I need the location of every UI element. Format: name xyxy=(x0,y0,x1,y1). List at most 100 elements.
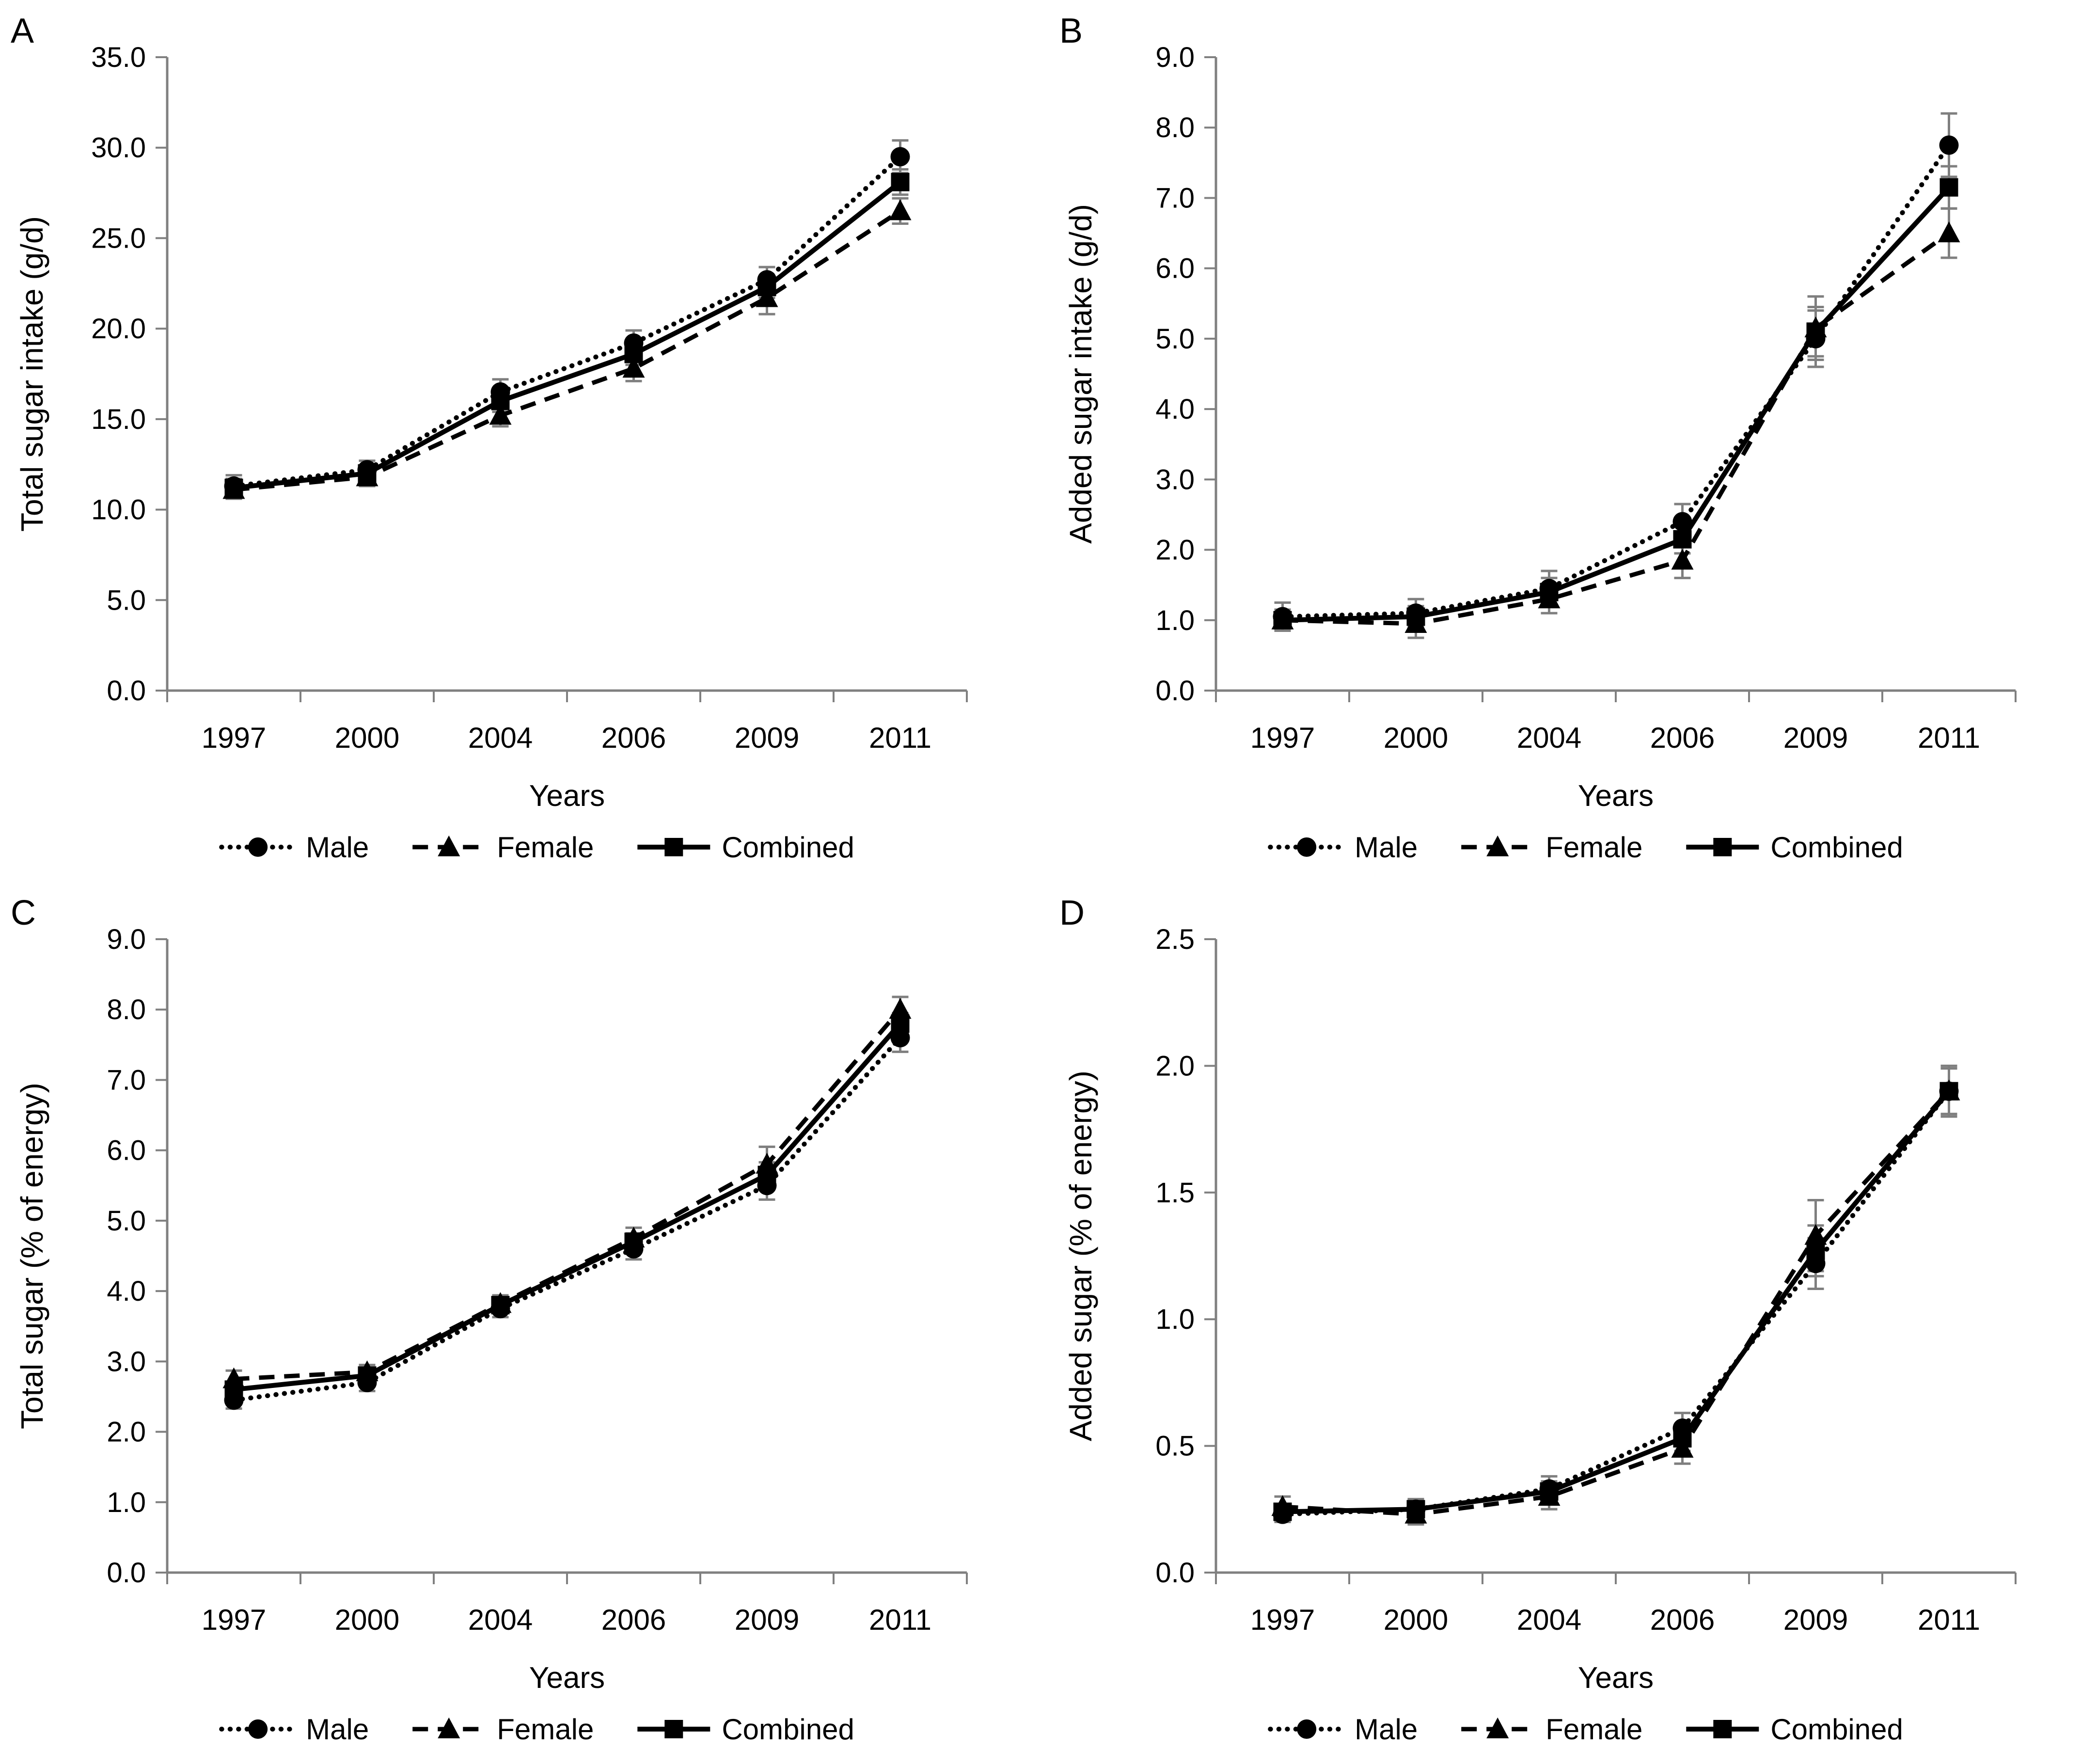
legend: Male Female Combined xyxy=(1268,831,1903,864)
y-tick-label: 2.0 xyxy=(107,1417,146,1448)
legend-marker-circle xyxy=(1297,1719,1317,1739)
series-markers-male xyxy=(1273,135,1959,627)
x-tick-label: 2004 xyxy=(468,1604,533,1636)
y-tick-label: 7.0 xyxy=(107,1064,146,1096)
error-bars xyxy=(225,995,909,1410)
legend-marker-triangle xyxy=(1486,1717,1509,1738)
x-tick-label: 1997 xyxy=(202,722,266,754)
series-line-female xyxy=(234,1008,902,1382)
legend-marker-circle xyxy=(248,837,268,857)
x-tick-label: 2000 xyxy=(335,722,399,754)
series-line-male xyxy=(1280,1088,1952,1517)
y-tick-label: 1.0 xyxy=(107,1487,146,1518)
marker-triangle xyxy=(889,998,912,1019)
marker-square xyxy=(1406,607,1425,626)
x-tick-label: 2011 xyxy=(869,722,931,754)
series-markers-combined xyxy=(224,1014,910,1399)
legend-label: Female xyxy=(497,831,594,864)
y-tick-label: 9.0 xyxy=(107,924,146,955)
error-bars xyxy=(225,139,909,500)
y-tick-label: 6.0 xyxy=(107,1135,146,1166)
legend-marker-square xyxy=(664,838,683,856)
marker-square xyxy=(491,392,510,410)
y-tick-label: 25.0 xyxy=(91,222,146,254)
legend-label: Combined xyxy=(722,831,854,864)
panel-label: D xyxy=(1059,894,1085,932)
x-tick-label: 2009 xyxy=(1783,1604,1848,1636)
legend-item-female: Female xyxy=(1461,831,1642,864)
marker-circle xyxy=(1672,512,1692,532)
series-line-female xyxy=(1282,231,1951,626)
marker-square xyxy=(1939,178,1958,197)
error-bars xyxy=(1274,1064,1957,1526)
marker-square xyxy=(757,278,776,297)
marker-circle xyxy=(890,1028,910,1048)
legend-item-combined: Combined xyxy=(1686,831,1903,864)
y-tick-label: 0.0 xyxy=(107,675,146,707)
y-tick-label: 8.0 xyxy=(107,994,146,1025)
series-markers-combined xyxy=(224,173,910,497)
series-line-male xyxy=(1280,142,1952,619)
marker-triangle xyxy=(1938,221,1960,243)
y-tick-label: 9.0 xyxy=(1155,42,1195,73)
x-tick-label: 2011 xyxy=(1918,722,1980,754)
series-markers-male xyxy=(1273,1081,1959,1524)
series-markers-female xyxy=(222,199,912,499)
x-tick-label: 1997 xyxy=(1250,722,1315,754)
legend-label: Female xyxy=(1545,1713,1642,1746)
marker-triangle xyxy=(489,404,512,425)
x-axis-title: Years xyxy=(529,779,605,813)
legend: Male Female Combined xyxy=(219,831,854,864)
marker-triangle xyxy=(1804,1224,1827,1245)
y-tick-label: 2.0 xyxy=(1155,1050,1195,1082)
error-bars xyxy=(1274,112,1957,639)
series-line-combined xyxy=(233,1022,902,1392)
chart-d: D 0.0 0.5 1.0 1.5 2.0 2.5 1997 2000 2004 2006 2009 2… xyxy=(1059,894,2017,1746)
legend-item-male: Male xyxy=(1268,831,1418,864)
y-tick-label: 15.0 xyxy=(91,404,146,435)
legend-item-combined: Combined xyxy=(637,831,854,864)
legend-marker-triangle xyxy=(438,835,460,856)
series-markers-female xyxy=(1271,221,1960,633)
y-tick-label: 4.0 xyxy=(107,1276,146,1307)
legend-item-combined: Combined xyxy=(1686,1713,1903,1746)
series-markers-combined xyxy=(1273,1082,1958,1521)
y-tick-label: 20.0 xyxy=(91,313,146,345)
panel-c: C 0.0 1.0 2.0 3.0 4.0 5.0 6.0 7.0 8.0 9.0 1997 2000 2… xyxy=(0,882,1048,1764)
y-tick-label: 5.0 xyxy=(1155,323,1195,355)
marker-square xyxy=(358,464,377,483)
x-tick-label: 2004 xyxy=(468,722,533,754)
x-tick-label: 1997 xyxy=(202,1604,266,1636)
marker-square xyxy=(1806,1242,1825,1260)
marker-square xyxy=(624,345,643,363)
legend-item-female: Female xyxy=(1461,1713,1642,1746)
x-tick-label: 2004 xyxy=(1517,1604,1581,1636)
series-line-male xyxy=(231,154,903,489)
x-tick-label: 2004 xyxy=(1517,722,1581,754)
legend-marker-triangle xyxy=(438,1717,460,1738)
series-markers-combined xyxy=(1273,178,1958,630)
marker-square xyxy=(224,1380,243,1399)
x-axis-title: Years xyxy=(529,1661,605,1695)
x-tick-label: 2006 xyxy=(601,1604,666,1636)
marker-square xyxy=(1406,1500,1425,1519)
x-tick-label: 2006 xyxy=(1650,1604,1715,1636)
series-markers-male xyxy=(224,147,910,496)
x-tick-label: 2006 xyxy=(601,722,666,754)
legend-label: Combined xyxy=(1770,1713,1903,1746)
legend-marker-square xyxy=(1713,1720,1732,1738)
legend-item-male: Male xyxy=(219,831,369,864)
y-axis-title: Added sugar (% of energy) xyxy=(1063,1071,1098,1441)
y-tick-label: 1.0 xyxy=(1155,605,1195,636)
legend-label: Combined xyxy=(722,1713,854,1746)
legend-marker-square xyxy=(664,1720,683,1738)
x-axis-title: Years xyxy=(1578,1661,1654,1695)
y-axis-title: Total sugar intake (g/d) xyxy=(15,216,49,532)
y-tick-label: 2.0 xyxy=(1155,535,1195,566)
y-tick-label: 0.0 xyxy=(1155,1557,1195,1589)
y-tick-label: 2.5 xyxy=(1155,924,1195,955)
marker-square xyxy=(891,1014,910,1033)
legend-label: Female xyxy=(1545,831,1642,864)
legend-item-female: Female xyxy=(412,1713,594,1746)
marker-square xyxy=(1939,1082,1958,1101)
